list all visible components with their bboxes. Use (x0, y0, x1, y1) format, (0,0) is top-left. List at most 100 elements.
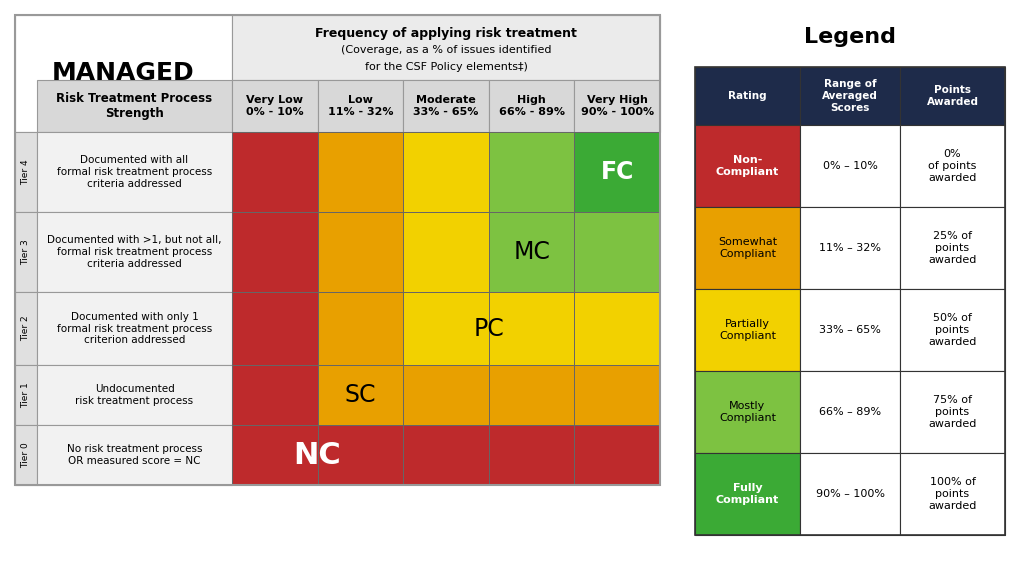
Text: 50% of
points
awarded: 50% of points awarded (929, 314, 977, 346)
Text: Partially
Compliant: Partially Compliant (719, 319, 776, 341)
Bar (15, 15, 660, 485)
Bar (800, 125, 900, 207)
Bar (15, 425, 37, 485)
Text: Undocumented
risk treatment process: Undocumented risk treatment process (76, 384, 194, 406)
Bar (900, 207, 1005, 289)
Bar (800, 67, 900, 125)
Text: (Coverage, as a % of issues identified: (Coverage, as a % of issues identified (341, 45, 551, 55)
Bar (403, 80, 488, 132)
Text: Low
11% - 32%: Low 11% - 32% (328, 95, 393, 117)
Text: Tier 4: Tier 4 (22, 159, 31, 185)
Text: Moderate
33% - 65%: Moderate 33% - 65% (414, 95, 478, 117)
Bar (403, 365, 488, 425)
Text: 100% of
points
awarded: 100% of points awarded (929, 477, 977, 511)
Bar (488, 212, 574, 292)
Bar (232, 365, 317, 425)
Text: Documented with all
formal risk treatment process
criteria addressed: Documented with all formal risk treatmen… (57, 155, 212, 189)
Bar (574, 365, 660, 425)
Bar (574, 212, 660, 292)
Bar (488, 425, 574, 485)
Bar (900, 371, 1005, 453)
Bar (574, 292, 660, 365)
Text: No risk treatment process
OR measured score = NC: No risk treatment process OR measured sc… (67, 444, 203, 466)
Bar (37, 425, 232, 485)
Text: Non-
Compliant: Non- Compliant (716, 155, 779, 177)
Bar (488, 80, 574, 132)
Text: 25% of
points
awarded: 25% of points awarded (929, 232, 977, 264)
Text: Somewhat
Compliant: Somewhat Compliant (718, 237, 777, 259)
Bar (232, 132, 317, 212)
Text: for the CSF Policy elements‡): for the CSF Policy elements‡) (365, 62, 527, 72)
Text: FC: FC (600, 160, 634, 184)
Bar (403, 212, 488, 292)
Text: Tier 0: Tier 0 (22, 442, 31, 468)
Bar (232, 80, 317, 132)
Text: NC: NC (294, 441, 341, 470)
Bar (695, 453, 800, 535)
Text: 75% of
points
awarded: 75% of points awarded (929, 396, 977, 429)
Bar (232, 15, 660, 80)
Bar (403, 132, 488, 212)
Text: MANAGED: MANAGED (52, 62, 195, 85)
Bar (695, 371, 800, 453)
Bar (403, 425, 488, 485)
Bar (37, 292, 232, 365)
Bar (317, 132, 403, 212)
Text: High
66% - 89%: High 66% - 89% (499, 95, 564, 117)
Bar (900, 289, 1005, 371)
Bar (37, 212, 232, 292)
Text: Rating: Rating (728, 91, 767, 101)
Text: 66% – 89%: 66% – 89% (819, 407, 881, 417)
Bar (695, 289, 800, 371)
Text: Very Low
0% - 10%: Very Low 0% - 10% (246, 95, 303, 117)
Text: MC: MC (513, 240, 550, 264)
Text: Frequency of applying risk treatment: Frequency of applying risk treatment (315, 27, 577, 40)
Text: Risk Treatment Process
Strength: Risk Treatment Process Strength (56, 92, 213, 120)
Bar (695, 67, 800, 125)
Bar (232, 212, 317, 292)
Bar (800, 453, 900, 535)
Bar (695, 125, 800, 207)
Bar (695, 67, 1005, 535)
Bar (317, 80, 403, 132)
Bar (232, 425, 317, 485)
Text: Range of
Averaged
Scores: Range of Averaged Scores (822, 80, 878, 112)
Bar (317, 292, 403, 365)
Bar (574, 425, 660, 485)
Text: 0%
of points
awarded: 0% of points awarded (929, 149, 977, 182)
Bar (900, 125, 1005, 207)
Text: PC: PC (473, 316, 504, 341)
Text: 11% – 32%: 11% – 32% (819, 243, 881, 253)
Text: Fully
Compliant: Fully Compliant (716, 483, 779, 505)
Text: Tier 3: Tier 3 (22, 239, 31, 265)
Text: 33% – 65%: 33% – 65% (819, 325, 881, 335)
Bar (488, 365, 574, 425)
Bar (900, 67, 1005, 125)
Text: Points
Awarded: Points Awarded (927, 85, 979, 107)
Bar (37, 132, 232, 212)
Bar (900, 453, 1005, 535)
Bar (37, 80, 232, 132)
Bar (800, 207, 900, 289)
Bar (15, 15, 660, 485)
Bar (695, 207, 800, 289)
Text: Documented with only 1
formal risk treatment process
criterion addressed: Documented with only 1 formal risk treat… (57, 312, 212, 345)
Text: 0% – 10%: 0% – 10% (822, 161, 878, 171)
Bar (232, 292, 317, 365)
Bar (488, 132, 574, 212)
Text: Documented with >1, but not all,
formal risk treatment process
criteria addresse: Documented with >1, but not all, formal … (47, 236, 222, 268)
Bar (37, 365, 232, 425)
Bar (800, 371, 900, 453)
Text: Tier 2: Tier 2 (22, 316, 31, 341)
Bar (488, 292, 574, 365)
Text: Legend: Legend (804, 27, 896, 47)
Bar (403, 292, 488, 365)
Text: 90% – 100%: 90% – 100% (815, 489, 885, 499)
Bar (317, 212, 403, 292)
Text: Very High
90% - 100%: Very High 90% - 100% (581, 95, 653, 117)
Text: Mostly
Compliant: Mostly Compliant (719, 401, 776, 423)
Text: SC: SC (345, 383, 376, 407)
Bar (15, 132, 37, 212)
Bar (574, 132, 660, 212)
Text: Tier 1: Tier 1 (22, 382, 31, 408)
